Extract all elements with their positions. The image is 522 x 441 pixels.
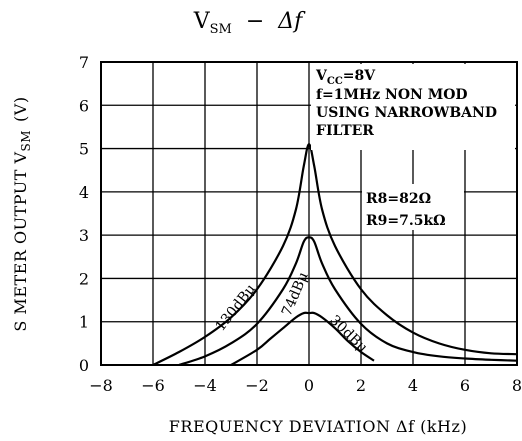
curve-label-74: 74dBμ: [279, 270, 312, 319]
y-tick-label: 2: [79, 269, 89, 288]
x-axis-label: FREQUENCY DEVIATION Δf (kHz): [169, 417, 467, 436]
y-axis-label: S METER OUTPUT VSM(V): [11, 96, 33, 331]
x-tick-label: 2: [356, 376, 366, 395]
x-tick-label: −6: [141, 376, 165, 395]
title-v: V: [193, 9, 211, 34]
note-line3: USING NARROWBAND: [316, 105, 497, 121]
series-line-74dB: [178, 236, 518, 367]
title-dash: −: [246, 9, 264, 34]
resistor-note-background: [362, 184, 464, 230]
title-sub: SM: [210, 22, 232, 37]
note-r8: R8=82Ω: [366, 191, 431, 207]
x-tick-labels: −8 −6 −4 −2 0 2 4 6 8: [89, 376, 522, 395]
x-tick-label: 4: [408, 376, 418, 395]
x-tick-label: 6: [460, 376, 470, 395]
curve-label-30: 30dBμ: [326, 312, 370, 356]
note-background: [311, 64, 515, 150]
plot-frame: [100, 61, 518, 366]
x-tick-label: −2: [245, 376, 269, 395]
chart-title: VSM − Δf: [193, 9, 306, 37]
note-vcc: VCC=8V: [315, 68, 376, 87]
y-tick-label: 0: [79, 356, 89, 375]
y-tick-label: 3: [79, 226, 89, 245]
note-r9: R9=7.5kΩ: [366, 213, 446, 229]
series-line-130dB: [152, 143, 518, 366]
series-line-30dB: [230, 311, 375, 366]
curve-label-130: 130dBμ: [213, 281, 260, 334]
y-tick-label: 5: [79, 140, 89, 159]
x-tick-label: 0: [304, 376, 314, 395]
title-delta: Δf: [277, 9, 306, 34]
x-tick-label: −4: [193, 376, 217, 395]
x-tick-label: 8: [512, 376, 522, 395]
x-tick-label: −8: [89, 376, 113, 395]
y-tick-label: 1: [79, 313, 89, 332]
curves: [152, 143, 518, 367]
note-line2: f=1MHz NON MOD: [316, 87, 468, 103]
note-line4: FILTER: [316, 123, 374, 139]
y-tick-labels: 0 1 2 3 4 5 6 7: [79, 53, 89, 375]
y-tick-label: 6: [79, 96, 89, 115]
y-tick-label: 4: [79, 183, 89, 202]
y-tick-label: 7: [79, 53, 89, 72]
